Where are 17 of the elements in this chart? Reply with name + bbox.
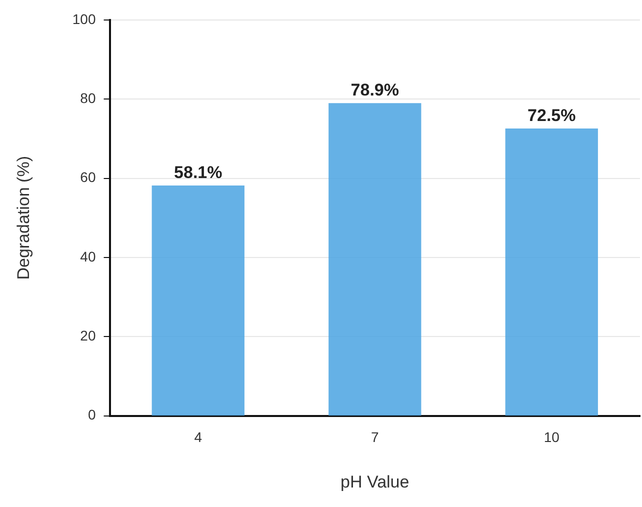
x-tick-label: 4 [194, 429, 202, 446]
x-axis-title: pH Value [340, 472, 410, 492]
y-tick-label: 60 [80, 169, 96, 186]
data-label: 58.1% [174, 163, 222, 182]
data-label: 78.9% [350, 80, 399, 100]
y-tick-label: 80 [80, 90, 96, 106]
y-tick-label: 20 [80, 328, 96, 344]
x-tick-label: 7 [370, 429, 379, 446]
y-tick-label: 100 [72, 10, 96, 27]
y-axis-title: Degradation (%) [14, 156, 33, 280]
y-tick-label: 0 [88, 406, 96, 423]
data-label: 72.5% [528, 106, 576, 126]
bar [328, 103, 422, 416]
x-tick-label: 10 [544, 429, 560, 446]
bar [505, 128, 598, 416]
bar [152, 186, 244, 416]
y-tick-label: 40 [80, 248, 96, 264]
